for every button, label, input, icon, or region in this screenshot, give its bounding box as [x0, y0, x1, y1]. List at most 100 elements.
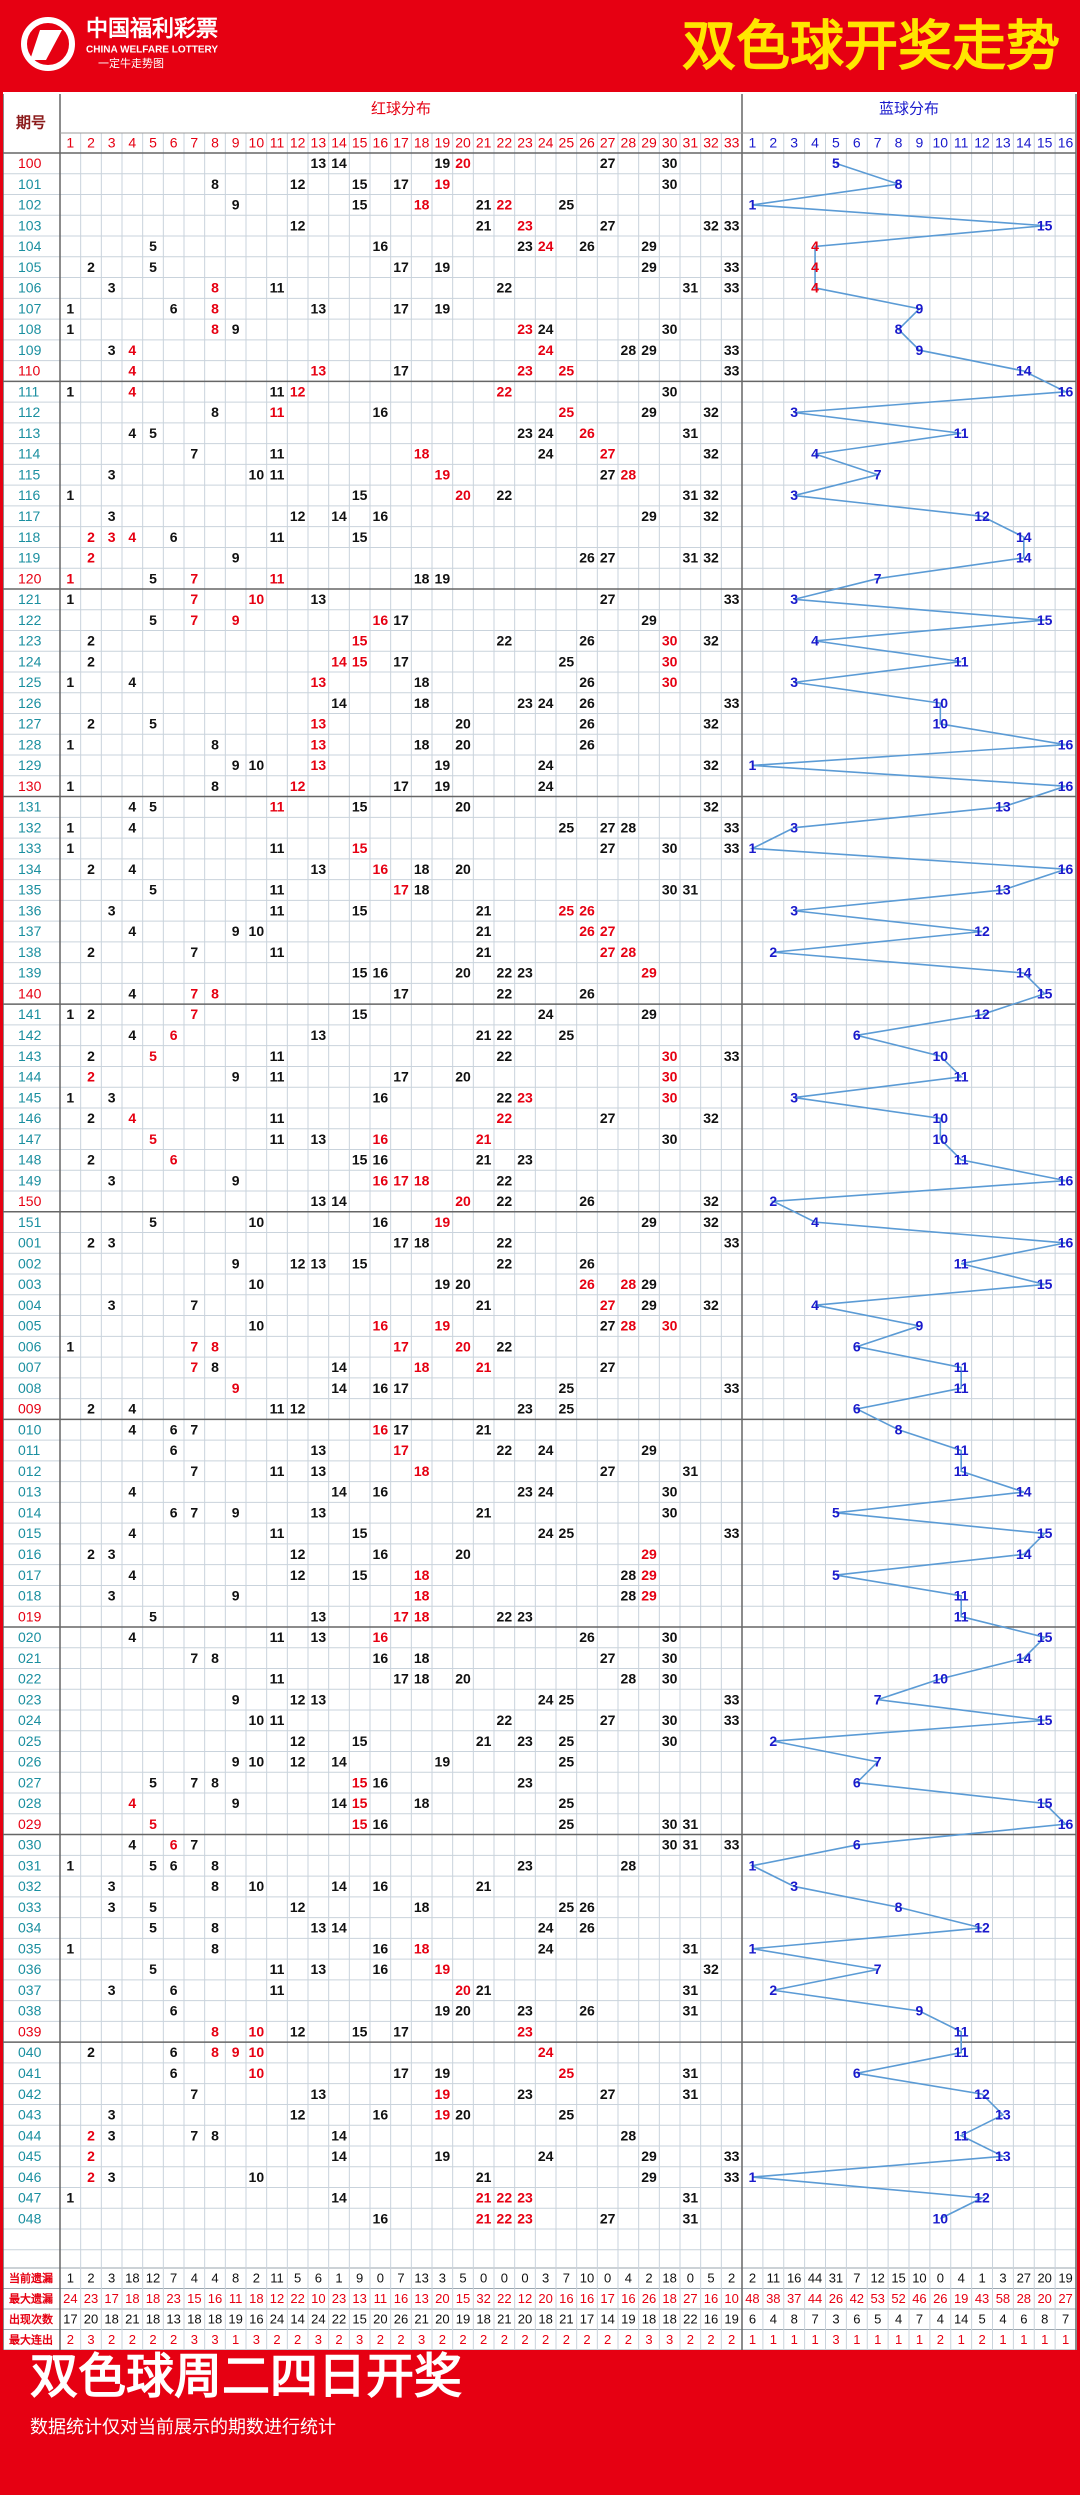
- red-ball: 3: [108, 1172, 116, 1188]
- stats-value: 1: [853, 2332, 860, 2347]
- red-ball: 5: [149, 882, 157, 898]
- red-ball: 10: [249, 1318, 265, 1334]
- red-ball: 1: [66, 1338, 74, 1354]
- stats-value: 32: [476, 2291, 490, 2306]
- stats-value: 1: [978, 2271, 985, 2286]
- red-ball: 1: [66, 778, 74, 794]
- red-ball: 6: [170, 300, 178, 316]
- red-ball: 25: [559, 404, 575, 420]
- stats-value: 1: [1020, 2332, 1027, 2347]
- red-ball: 10: [249, 757, 265, 773]
- red-ball: 12: [290, 1733, 306, 1749]
- stats-value: 21: [414, 2312, 428, 2327]
- red-ball: 6: [170, 2044, 178, 2060]
- red-ball: 21: [476, 944, 492, 960]
- red-ball: 23: [517, 1089, 533, 1105]
- red-ball: 24: [538, 2044, 554, 2060]
- issue-label: 148: [18, 1152, 42, 1168]
- stats-value: 18: [662, 2271, 676, 2286]
- stats-value: 2: [728, 2332, 735, 2347]
- stats-value: 16: [787, 2271, 801, 2286]
- red-ball: 31: [683, 425, 699, 441]
- red-ball: 16: [373, 1089, 389, 1105]
- stats-value: 16: [249, 2312, 263, 2327]
- blue-ball: 7: [874, 570, 882, 586]
- red-column-label: 30: [662, 135, 678, 151]
- red-ball: 7: [190, 1463, 198, 1479]
- red-ball: 9: [232, 612, 240, 628]
- stats-value: 1: [1041, 2332, 1048, 2347]
- stats-value: 48: [745, 2291, 759, 2306]
- red-ball: 8: [211, 778, 219, 794]
- red-ball: 22: [497, 1442, 513, 1458]
- blue-ball: 13: [995, 2148, 1011, 2164]
- red-ball: 26: [579, 238, 595, 254]
- stats-value: 26: [642, 2291, 656, 2306]
- red-column-label: 31: [683, 135, 699, 151]
- issue-label: 006: [18, 1338, 42, 1354]
- red-column-label: 9: [232, 135, 240, 151]
- blue-column-label: 3: [790, 135, 798, 151]
- red-ball: 13: [311, 1691, 327, 1707]
- blue-ball: 16: [1058, 736, 1074, 752]
- stats-value: 2: [87, 2271, 94, 2286]
- red-ball: 19: [435, 2107, 451, 2123]
- stats-value: 0: [480, 2271, 487, 2286]
- stats-value: 10: [311, 2291, 325, 2306]
- red-ball: 32: [703, 217, 719, 233]
- blue-ball: 6: [853, 1837, 861, 1853]
- issue-label: 043: [18, 2107, 42, 2123]
- issue-label: 021: [18, 1650, 42, 1666]
- issue-label: 112: [18, 404, 41, 420]
- red-ball: 27: [600, 1650, 616, 1666]
- red-ball: 21: [476, 1421, 492, 1437]
- red-ball: 28: [621, 944, 637, 960]
- red-ball: 3: [108, 1878, 116, 1894]
- red-ball: 33: [724, 1712, 740, 1728]
- stats-value: 0: [604, 2271, 611, 2286]
- stats-value: 20: [84, 2312, 98, 2327]
- red-ball: 5: [149, 1961, 157, 1977]
- red-ball: 7: [190, 1421, 198, 1437]
- red-ball: 13: [311, 1027, 327, 1043]
- stats-value: 2: [459, 2332, 466, 2347]
- red-column-label: 18: [414, 135, 430, 151]
- red-ball: 22: [497, 1048, 513, 1064]
- red-ball: 7: [190, 446, 198, 462]
- red-ball: 23: [517, 2210, 533, 2226]
- stats-value: 2: [728, 2271, 735, 2286]
- stats-value: 3: [356, 2332, 363, 2347]
- red-ball: 4: [128, 1110, 136, 1126]
- red-ball: 16: [373, 1629, 389, 1645]
- blue-ball: 3: [790, 591, 798, 607]
- red-ball: 11: [270, 1629, 285, 1645]
- stats-value: 2: [501, 2332, 508, 2347]
- red-ball: 1: [66, 591, 74, 607]
- stats-value: 18: [642, 2312, 656, 2327]
- red-ball: 20: [455, 799, 471, 815]
- red-ball: 20: [455, 1338, 471, 1354]
- red-ball: 33: [724, 2148, 740, 2164]
- stats-value: 2: [583, 2332, 590, 2347]
- red-ball: 11: [270, 799, 285, 815]
- red-ball: 4: [128, 923, 136, 939]
- stats-value: 14: [600, 2312, 614, 2327]
- red-ball: 5: [149, 570, 157, 586]
- red-ball: 27: [600, 466, 616, 482]
- stats-value: 10: [724, 2291, 738, 2306]
- issue-label: 004: [18, 1297, 42, 1313]
- red-ball: 9: [232, 1172, 240, 1188]
- red-ball: 18: [414, 1795, 430, 1811]
- red-ball: 7: [190, 1774, 198, 1790]
- stats-value: 2: [253, 2271, 260, 2286]
- stats-value: 7: [853, 2271, 860, 2286]
- footer-band: [0, 2350, 1080, 2495]
- stats-value: 5: [459, 2271, 466, 2286]
- red-ball: 15: [352, 2023, 368, 2039]
- red-ball: 20: [455, 861, 471, 877]
- blue-column-label: 16: [1058, 135, 1074, 151]
- red-column-label: 14: [331, 135, 347, 151]
- issue-label: 127: [18, 716, 42, 732]
- stats-value: 4: [937, 2312, 944, 2327]
- red-ball: 15: [352, 1733, 368, 1749]
